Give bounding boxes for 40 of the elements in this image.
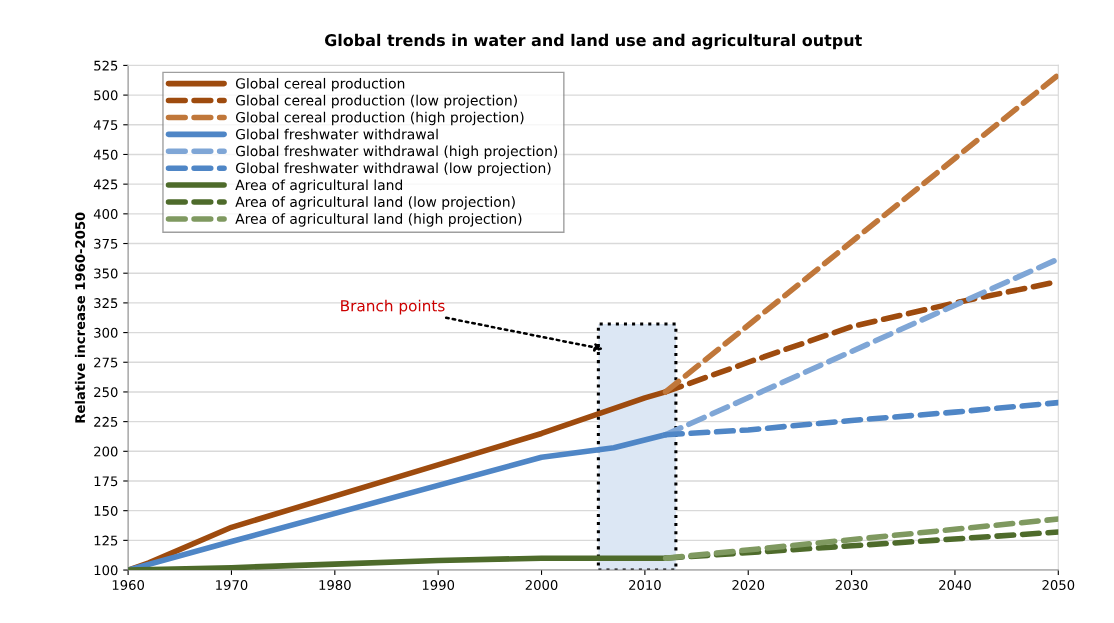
annotation: Branch points	[341, 299, 445, 315]
legend-label: Global cereal production	[235, 77, 405, 92]
x-tick-label: 1960	[112, 580, 145, 590]
y-tick-label: 350	[94, 268, 118, 279]
y-tick-label: 200	[94, 446, 118, 457]
legend-label: Area of agricultural land (high projection)	[235, 213, 522, 227]
chart-title: Global trends in water and land use and agricultural output	[324, 33, 862, 50]
y-tick-label: 375	[94, 238, 118, 249]
y-tick-label: 325	[94, 298, 118, 309]
y-tick-label: 225	[94, 416, 118, 427]
y-tick-label: 125	[94, 535, 118, 546]
y-tick-label: 450	[93, 149, 118, 160]
x-tick-label: 2020	[732, 580, 765, 590]
x-tick-label: 1970	[216, 580, 248, 590]
y-tick-label: 300	[94, 327, 118, 338]
legend-label: Global freshwater withdrawal (high projection)	[235, 145, 558, 160]
legend-label: Global cereal production (low projection)	[235, 94, 517, 109]
legend-label: Area of agricultural land	[235, 179, 403, 193]
y-tick-label: 150	[94, 505, 118, 516]
y-tick-label: 275	[94, 357, 118, 368]
legend-label: Global freshwater withdrawal	[235, 128, 438, 140]
x-tick-label: 2050	[1042, 580, 1075, 590]
x-tick-label: 2000	[525, 580, 558, 590]
x-tick-label: 1990	[422, 580, 455, 590]
legend-label: Global cereal production (high projection)	[235, 111, 524, 126]
legend-label: Global freshwater withdrawal (low projection)	[235, 162, 551, 176]
y-tick-label: 500	[94, 90, 118, 101]
x-tick-label: 2040	[939, 580, 971, 590]
y-tick-label: 400	[93, 209, 118, 220]
x-tick-label: 2010	[629, 580, 661, 590]
x-tick-label: 1980	[319, 580, 351, 590]
y-tick-label: 250	[94, 387, 118, 398]
y-tick-label: 525	[94, 60, 118, 71]
legend-label: Area of agricultural land (low projection)	[235, 196, 515, 210]
y-tick-label: 475	[93, 120, 118, 130]
x-tick-label: 2030	[835, 580, 868, 590]
y-tick-label: 425	[93, 179, 118, 190]
y-axis-title: Relative increase 1960-2050	[74, 212, 86, 423]
y-tick-label: 175	[94, 476, 118, 487]
y-tick-label: 100	[94, 565, 118, 576]
